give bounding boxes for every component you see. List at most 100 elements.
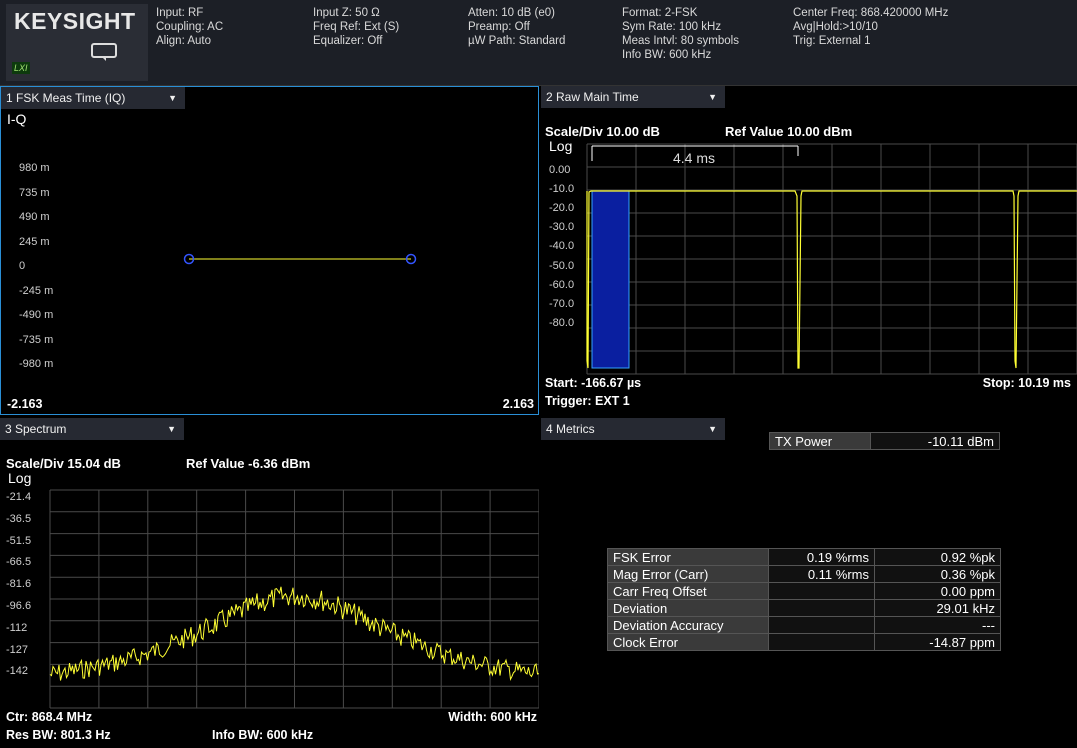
pane-spectrum[interactable]: 3 Spectrum ▼ Scale/Div 15.04 dB Ref Value…: [0, 418, 539, 748]
chevron-down-icon: ▼: [708, 424, 717, 434]
pane3-ref: Ref Value -6.36 dBm: [186, 456, 311, 471]
time-plot: [586, 143, 1077, 375]
time-trace: [586, 190, 1077, 369]
metric-name: Clock Error: [607, 633, 769, 651]
pane4-tab[interactable]: 4 Metrics ▼: [541, 418, 725, 440]
y-tick-label: 0: [19, 260, 26, 272]
metric-name: FSK Error: [607, 548, 769, 566]
iq-point-left: [183, 253, 195, 265]
metric-name: Deviation Accuracy: [607, 616, 769, 634]
y-tick-label: -490 m: [19, 309, 54, 321]
y-tick-label: 245 m: [19, 235, 50, 248]
tx-power-value: -10.11 dBm: [870, 432, 1000, 450]
pane3-ctr: Ctr: 868.4 MHz: [6, 710, 93, 724]
y-tick-label: -81.6: [6, 578, 32, 591]
y-tick-label: -735 m: [19, 333, 54, 346]
y-tick-label: -127: [6, 643, 29, 656]
spectrum-trace: [49, 586, 539, 682]
metrics-row: FSK Error 0.19 %rms 0.92 %pk: [607, 548, 1001, 566]
y-tick-label: -20.0: [549, 202, 575, 215]
y-tick-label: -40.0: [549, 240, 575, 253]
tx-power-table: TX Power -10.11 dBm: [769, 432, 1000, 450]
y-tick-label: -30.0: [549, 221, 575, 234]
y-tick-label: 735 m: [19, 186, 50, 199]
burst-block: [591, 190, 630, 369]
pane-fsk-meas-time[interactable]: 1 FSK Meas Time (IQ) ▼ I-Q -2.163 2.163 9…: [0, 86, 539, 415]
pane2-start: Start: -166.67 µs: [545, 376, 642, 390]
pane2-trigger: Trigger: EXT 1: [545, 394, 630, 408]
y-tick-label: -36.5: [6, 512, 32, 525]
pane3-infobw: Info BW: 600 kHz: [212, 728, 314, 742]
pane1-ylabel: I-Q: [7, 111, 27, 127]
metric-pk: 0.92 %pk: [874, 548, 1001, 566]
y-tick-label: -21.4: [6, 491, 32, 503]
y-tick-label: -96.6: [6, 600, 32, 612]
metrics-row: Clock Error -14.87 ppm: [607, 633, 1001, 651]
header-impedance-col: Input Z: 50 Ω Freq Ref: Ext (S) Equalizer:…: [313, 7, 400, 47]
logo-area: KEYSIGHT LXI: [6, 4, 148, 81]
pane3-log: Log: [8, 470, 32, 486]
metric-name: Deviation: [607, 599, 769, 617]
chevron-down-icon: ▼: [168, 93, 177, 103]
chevron-down-icon: ▼: [708, 92, 717, 102]
y-tick-label: -112: [6, 621, 28, 634]
pane3-tab[interactable]: 3 Spectrum ▼: [0, 418, 184, 440]
pane2-tab[interactable]: 2 Raw Main Time ▼: [541, 86, 725, 108]
y-tick-label: -70.0: [549, 297, 575, 310]
metric-rms: 0.11 %rms: [768, 565, 875, 583]
y-tick-label: -10.0: [549, 183, 575, 196]
y-tick-label: 490 m: [19, 211, 50, 223]
header-input-col: Input: RF Coupling: AC Align: Auto: [156, 7, 224, 47]
y-tick-label: -245 m: [19, 284, 54, 297]
display-icon[interactable]: [90, 42, 120, 62]
header-format-col: Format: 2-FSK Sym Rate: 100 kHz Meas Intvl…: [622, 7, 739, 61]
metric-rms: [768, 616, 875, 634]
y-tick-label: 980 m: [19, 162, 50, 174]
metrics-table: FSK Error 0.19 %rms 0.92 %pk Mag Error (Car…: [607, 548, 1001, 651]
metric-pk: 0.00 ppm: [874, 582, 1001, 600]
pane-metrics[interactable]: 4 Metrics ▼ TX Power -10.11 dBm FSK Error…: [541, 418, 1077, 748]
metric-pk: 29.01 kHz: [874, 599, 1001, 617]
keysight-logo: KEYSIGHT: [14, 8, 136, 34]
metric-rms: [768, 633, 875, 651]
header-freq-col: Center Freq: 868.420000 MHz Avg|Hold:>10/…: [793, 7, 949, 47]
metric-rms: 0.19 %rms: [768, 548, 875, 566]
pane3-width: Width: 600 kHz: [448, 710, 537, 724]
y-tick-label: 0.00: [549, 164, 571, 176]
marker-label: 4.4 ms: [673, 150, 716, 166]
iq-plot: [183, 253, 417, 265]
metrics-row: Deviation 29.01 kHz: [607, 599, 1001, 617]
metric-rms: [768, 599, 875, 617]
spectrum-plot: [49, 489, 539, 709]
header-atten-col: Atten: 10 dB (e0) Preamp: Off µW Path: Sta…: [468, 7, 566, 47]
metric-name: Mag Error (Carr): [607, 565, 769, 583]
pane1-tab[interactable]: 1 FSK Meas Time (IQ) ▼: [1, 87, 185, 109]
iq-point-right: [405, 253, 417, 265]
metric-pk: -14.87 ppm: [874, 633, 1001, 651]
metric-pk: ---: [874, 616, 1001, 634]
metric-pk: 0.36 %pk: [874, 565, 1001, 583]
y-tick-label: -66.5: [6, 556, 32, 569]
pane3-resbw: Res BW: 801.3 Hz: [6, 728, 111, 742]
metrics-row: Carr Freq Offset 0.00 ppm: [607, 582, 1001, 600]
y-tick-label: -980 m: [19, 358, 54, 370]
status-header: KEYSIGHT LXI Input: RF Coupling: AC Align:…: [0, 0, 1077, 86]
chevron-down-icon: ▼: [167, 424, 176, 434]
metrics-row: Mag Error (Carr) 0.11 %rms 0.36 %pk: [607, 565, 1001, 583]
pane2-log: Log: [549, 138, 573, 154]
y-tick-label: -51.5: [6, 534, 32, 547]
y-tick-label: -142: [6, 665, 29, 678]
metrics-row: Deviation Accuracy ---: [607, 616, 1001, 634]
pane1-xmax: 2.163: [502, 397, 534, 411]
pane2-ref: Ref Value 10.00 dBm: [725, 124, 853, 139]
y-tick-label: -60.0: [549, 278, 575, 291]
pane3-scale: Scale/Div 15.04 dB: [6, 456, 121, 471]
tx-power-label: TX Power: [769, 432, 871, 450]
pane2-scale: Scale/Div 10.00 dB: [545, 124, 660, 139]
metric-name: Carr Freq Offset: [607, 582, 769, 600]
pane2-stop: Stop: 10.19 ms: [982, 376, 1071, 390]
y-tick-label: -50.0: [549, 259, 575, 272]
pane-raw-main-time[interactable]: 2 Raw Main Time ▼ Scale/Div 10.00 dB Ref …: [541, 86, 1077, 415]
metric-rms: [768, 582, 875, 600]
lxi-badge: LXI: [12, 62, 30, 74]
